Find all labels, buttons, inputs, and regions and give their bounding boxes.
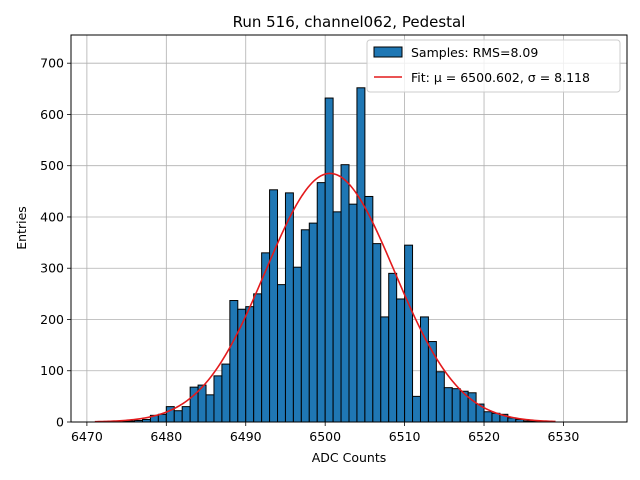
- x-tick-label: 6480: [150, 429, 182, 444]
- x-tick-label: 6470: [71, 429, 103, 444]
- y-axis-label: Entries: [14, 206, 29, 250]
- histogram-bar: [340, 164, 350, 423]
- legend-box: [366, 39, 621, 93]
- histogram-bar: [245, 306, 255, 423]
- histogram-bar: [388, 272, 398, 423]
- histogram-bar: [300, 229, 310, 423]
- histogram-bar: [332, 211, 342, 423]
- histogram-bar: [451, 388, 461, 423]
- y-tick-label: 300: [40, 261, 64, 276]
- y-tick-label: 400: [40, 209, 64, 224]
- x-tick-label: 6510: [389, 429, 421, 444]
- histogram-bar: [364, 195, 374, 423]
- histogram-bar: [284, 192, 294, 423]
- histogram-bar: [213, 375, 223, 423]
- histogram-bar: [229, 300, 239, 423]
- y-tick-label: 100: [40, 363, 64, 378]
- histogram-bar: [380, 316, 390, 423]
- histogram-bar: [412, 395, 421, 423]
- histogram-bar: [277, 284, 286, 423]
- histogram-bar: [404, 244, 414, 423]
- x-axis-label: ADC Counts: [312, 450, 387, 465]
- legend: Samples: RMS=8.09 Fit: μ = 6500.602, σ =…: [366, 39, 621, 93]
- x-tick-label: 6520: [468, 429, 500, 444]
- histogram-bar: [157, 413, 167, 423]
- legend-label-samples: Samples: RMS=8.09: [411, 45, 538, 60]
- y-tick-label: 700: [40, 56, 64, 71]
- histogram-bar: [443, 387, 453, 423]
- histogram-bar: [427, 341, 437, 423]
- histogram-bar: [221, 363, 231, 423]
- legend-swatch-samples: [373, 46, 403, 58]
- x-tick-label: 6500: [309, 429, 341, 444]
- x-tick-label: 6530: [548, 429, 580, 444]
- x-tick-label: 6490: [230, 429, 262, 444]
- histogram-bar: [316, 182, 326, 423]
- histogram-bar: [292, 266, 302, 423]
- histogram-bar: [269, 189, 279, 423]
- histogram-bar: [253, 293, 263, 423]
- histogram-bar: [173, 410, 183, 423]
- histogram-bar: [308, 222, 318, 423]
- y-tick-label: 500: [40, 158, 64, 173]
- histogram-bar: [181, 406, 191, 423]
- histogram-bar: [483, 411, 493, 423]
- fit-curve-layer: [94, 172, 556, 423]
- chart-title: Run 516, channel062, Pedestal: [233, 13, 466, 31]
- legend-label-fit: Fit: μ = 6500.602, σ = 8.118: [411, 70, 590, 85]
- x-axis-ticks: 6470 6480 6490 6500 6510 6520 6530: [71, 422, 579, 444]
- plot-frame: [70, 34, 628, 423]
- histogram-bar: [324, 97, 334, 423]
- y-tick-label: 200: [40, 312, 64, 327]
- histogram-bar: [372, 243, 382, 423]
- fit-curve: [94, 172, 556, 423]
- y-tick-label: 0: [56, 415, 64, 430]
- y-tick-label: 600: [40, 107, 64, 122]
- histogram-bar: [396, 298, 406, 423]
- histogram-bar: [348, 203, 358, 423]
- y-axis-ticks: 0 100 200 300 400 500 600 700: [40, 56, 71, 430]
- histogram-bar: [356, 87, 366, 423]
- histogram-bar: [435, 371, 445, 423]
- histogram-bar: [205, 394, 215, 423]
